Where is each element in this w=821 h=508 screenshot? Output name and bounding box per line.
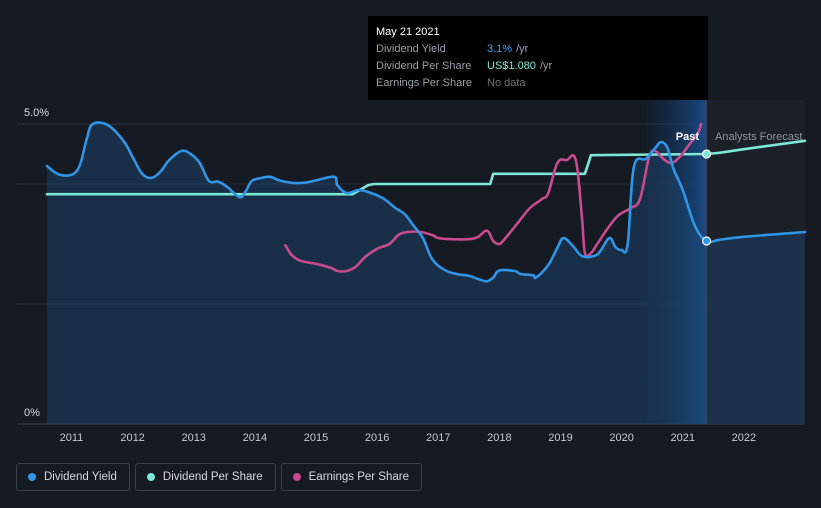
legend-earnings-per-share[interactable]: Earnings Per Share xyxy=(280,463,422,491)
dividend-yield-area xyxy=(47,122,805,424)
x-tick-label: 2020 xyxy=(609,432,633,444)
x-tick-label: 2012 xyxy=(120,432,144,444)
x-tick-label: 2018 xyxy=(487,432,511,444)
tooltip-label: Dividend Yield xyxy=(376,43,446,55)
tooltip-row-earnings-per-share: Earnings Per Share No data xyxy=(376,75,700,92)
x-tick-label: 2015 xyxy=(304,432,328,444)
earnings-per-share-swatch xyxy=(292,473,301,481)
dividend-per-share-swatch xyxy=(146,473,155,481)
y-tick-bottom: 0% xyxy=(24,407,40,419)
legend: Dividend Yield Dividend Per Share Earnin… xyxy=(16,463,422,491)
x-tick-label: 2021 xyxy=(670,432,694,444)
tooltip-label: Dividend Per Share xyxy=(376,60,472,72)
x-tick-label: 2014 xyxy=(243,432,267,444)
earnings-per-share-line xyxy=(284,122,703,273)
legend-dividend-yield[interactable]: Dividend Yield xyxy=(16,463,130,491)
tooltip-date: May 21 2021 xyxy=(376,26,440,38)
y-tick-top: 5.0% xyxy=(24,107,49,119)
dividend-yield-swatch xyxy=(28,473,36,481)
legend-label: Earnings Per Share xyxy=(308,471,409,483)
tooltip-value: US$1.080 xyxy=(487,60,536,72)
dividend-per-share-line xyxy=(45,139,807,196)
tooltip-row-dividend-per-share: Dividend Per Share US$1.080 /yr xyxy=(376,58,700,75)
dividend-yield-marker xyxy=(701,236,712,246)
tooltip-value: 3.1% xyxy=(487,43,513,55)
x-tick-label: 2013 xyxy=(181,432,205,444)
legend-label: Dividend Per Share xyxy=(162,471,263,483)
dividend-per-share-marker xyxy=(701,149,712,159)
legend-label: Dividend Yield xyxy=(44,471,117,483)
dividend-chart: 2011 2012 2013 2014 2015 2016 2017 2018 2019 2020… xyxy=(17,100,807,444)
tooltip: May 21 2021 Dividend Yield 3.1% /yr Divi… xyxy=(368,16,708,100)
x-tick-label: 2017 xyxy=(426,432,450,444)
dividend-yield-line xyxy=(45,121,807,283)
analysts-forecast-label: Analysts Forecast xyxy=(715,131,802,143)
x-tick-label: 2022 xyxy=(732,432,756,444)
x-tick-label: 2011 xyxy=(60,432,84,444)
forecast-region xyxy=(706,100,805,424)
legend-dividend-per-share[interactable]: Dividend Per Share xyxy=(134,463,276,491)
tooltip-row-dividend-yield: Dividend Yield 3.1% /yr xyxy=(376,41,700,58)
tooltip-value: No data xyxy=(487,77,526,89)
tooltip-unit: /yr xyxy=(539,60,553,72)
tooltip-label: Earnings Per Share xyxy=(376,77,472,89)
past-label: Past xyxy=(676,131,700,143)
tooltip-unit: /yr xyxy=(516,43,529,55)
x-tick-label: 2019 xyxy=(548,432,572,444)
x-tick-label: 2016 xyxy=(365,432,389,444)
